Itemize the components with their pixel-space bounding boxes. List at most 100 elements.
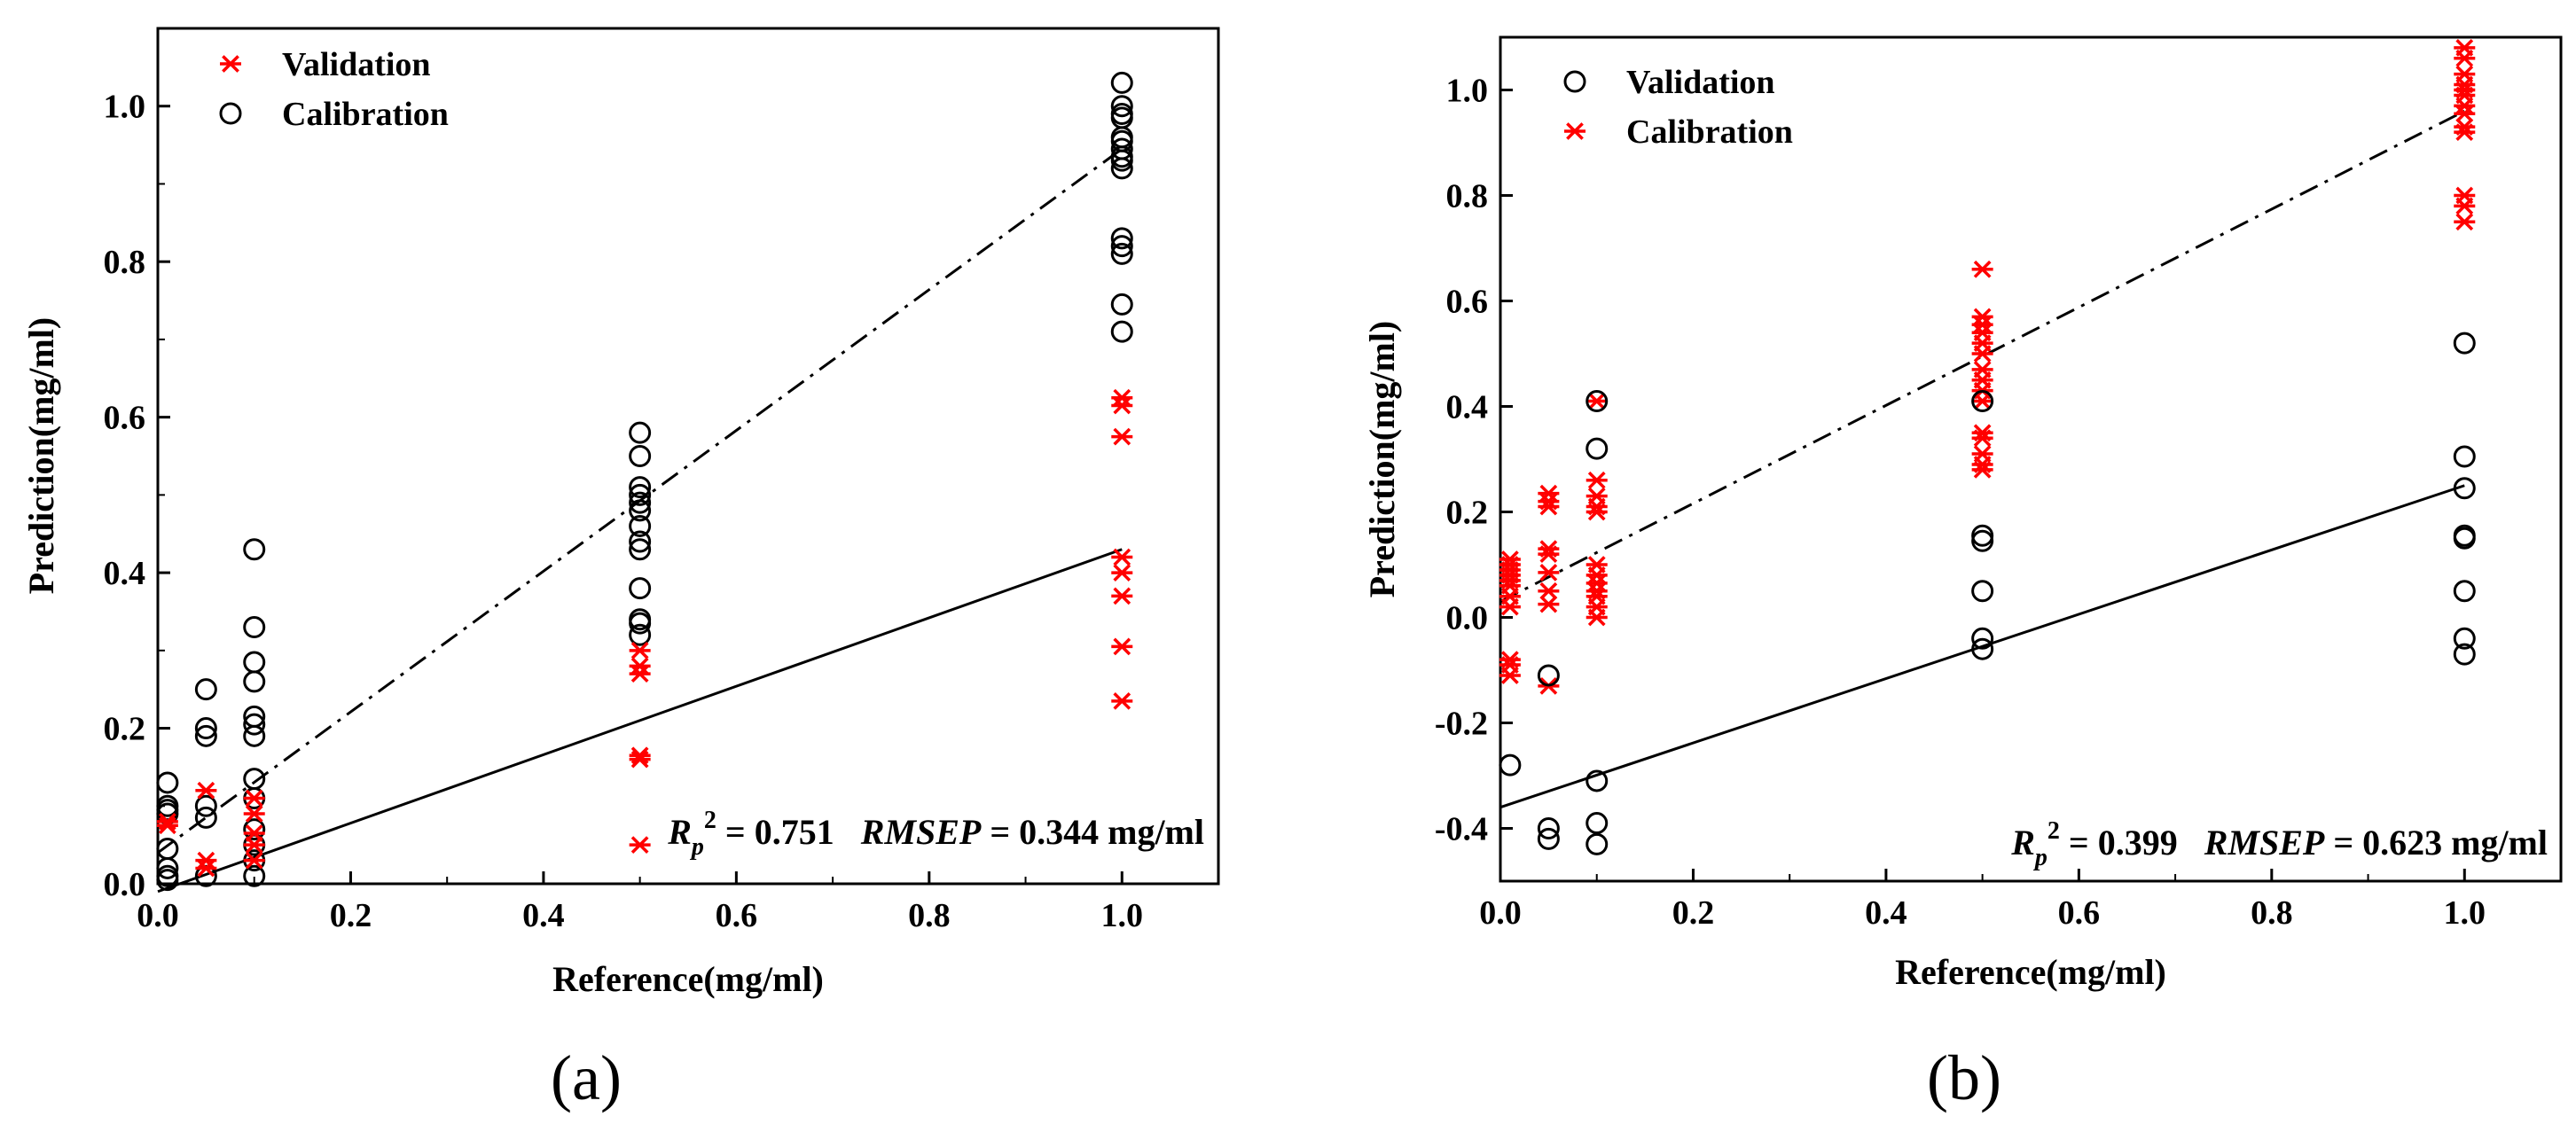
calibration-point-b [1586, 566, 1608, 584]
y-tick-label-a: 1.0 [104, 89, 146, 126]
calibration-point-a [629, 530, 652, 553]
calibration-point-a [243, 818, 266, 841]
calibration-point-a [629, 483, 652, 506]
calibration-point-b [2454, 65, 2476, 83]
validation-point-b [2453, 643, 2476, 666]
validation-point-a [195, 781, 217, 800]
validation-point-b [1586, 769, 1609, 792]
calibration-point-b [1971, 345, 1993, 363]
fit-line-dash-dot-b [1499, 109, 2465, 603]
calibration-point-b [2454, 197, 2476, 215]
y-tick-label-a: 0.6 [104, 400, 146, 437]
calibration-point-b [1538, 595, 1560, 613]
calibration-point-a [243, 713, 266, 736]
calibration-point-a [243, 670, 266, 693]
x-tick-label-b: 0.8 [2251, 894, 2293, 932]
r-sub-b: p [2033, 844, 2047, 871]
fit-line-solid-b [1499, 484, 2465, 809]
y-tick-label-b: 0.8 [1446, 178, 1489, 215]
calibration-point-a [1110, 293, 1133, 316]
calibration-point-b [1586, 556, 1608, 574]
calibration-point-a [1110, 227, 1133, 250]
x-tick-label-b: 0.6 [2058, 894, 2101, 932]
calibration-point-b [1538, 582, 1560, 600]
validation-point-a [1111, 691, 1133, 710]
validation-point-b [1586, 812, 1609, 835]
calibration-point-a [243, 864, 266, 887]
calibration-point-b [1971, 371, 1993, 389]
calibration-point-a [243, 616, 266, 638]
validation-point-b [1586, 437, 1609, 460]
calibration-point-a [1110, 126, 1133, 149]
legend-marker-calibration-a [219, 102, 242, 125]
r-sub-a: p [690, 833, 704, 861]
panel-a: 0.0 0.2 0.4 0.6 0.8 1.0 0.0 0.2 0.4 0.6 0.8 1.0 Val… [21, 27, 1220, 1113]
r-sup-a: 2 [704, 807, 716, 834]
calibration-point-a [629, 577, 652, 600]
validation-point-a [629, 641, 651, 660]
calibration-point-a [156, 771, 179, 794]
ticks-b: 0.0 0.2 0.4 0.6 0.8 1.0 -0.4 -0.2 0.0 0.2 0.4 0.6 0.… [1435, 73, 2562, 932]
validation-point-a [1111, 548, 1133, 566]
x-tick-label-b: 1.0 [2444, 894, 2486, 932]
marks-b [1499, 39, 2476, 855]
calibration-point-b [2454, 186, 2476, 205]
legend-label-validation-b: Validation [1626, 64, 1775, 101]
calibration-point-a [629, 476, 652, 499]
calibration-point-a [243, 724, 266, 747]
y-tick-label-b: -0.4 [1435, 811, 1488, 848]
validation-point-a [243, 789, 265, 808]
r-label-a: R [667, 812, 692, 852]
y-tick-label-b: 0.0 [1446, 600, 1489, 637]
r-label-b: R [2010, 823, 2035, 863]
calibration-point-b [1586, 608, 1608, 627]
r-value-b: = 0.399 [2060, 823, 2178, 863]
calibration-point-b [1971, 461, 1993, 479]
ticks-a: 0.0 0.2 0.4 0.6 0.8 1.0 0.0 0.2 0.4 0.6 0.8 1.0 [104, 27, 1219, 934]
validation-point-b [2453, 527, 2476, 550]
validation-point-b [1537, 817, 1560, 839]
legend-label-validation-a: Validation [282, 46, 431, 83]
validation-point-b [1499, 753, 1522, 777]
validation-point-a [195, 859, 217, 878]
x-tick-label-b: 0.4 [1865, 894, 1907, 932]
calibration-point-b [1971, 360, 1993, 379]
calibration-point-b [2454, 39, 2476, 57]
validation-point-b [1971, 390, 1994, 413]
legend-marker-validation-a [220, 55, 241, 73]
x-tick-label-a: 0.2 [330, 897, 372, 934]
validation-point-a [1111, 427, 1133, 446]
x-tick-label-b: 0.0 [1479, 894, 1522, 932]
calibration-point-a [1110, 71, 1133, 94]
calibration-point-a [194, 806, 217, 829]
calibration-point-b [1971, 445, 1993, 463]
validation-point-b [1537, 664, 1560, 687]
calibration-point-a [243, 651, 266, 674]
calibration-point-a [629, 421, 652, 444]
legend-b: Validation Calibration [1563, 64, 1793, 151]
validation-point-b [2453, 627, 2476, 650]
calibration-point-b [1586, 597, 1608, 616]
calibration-point-b [1586, 487, 1608, 505]
fit-line-solid-a [157, 548, 1123, 894]
legend-marker-validation-b [1563, 70, 1586, 93]
validation-point-a [1111, 564, 1133, 582]
validation-point-b [1971, 627, 1994, 650]
legend-label-calibration-a: Calibration [282, 96, 449, 133]
validation-point-a [156, 816, 178, 835]
calibration-point-b [1971, 308, 1993, 326]
calibration-point-a [1110, 157, 1133, 180]
validation-point-b [2453, 477, 2476, 500]
calibration-point-b [1971, 334, 1993, 352]
rmsep-label-a: RMSEP [860, 812, 982, 852]
calibration-point-b [1499, 597, 1521, 616]
calibration-point-a [194, 794, 217, 817]
validation-point-a [629, 750, 651, 769]
rmsep-value-a: = 0.344 mg/ml [981, 812, 1204, 852]
validation-point-b [1971, 524, 1994, 547]
validation-point-b [1586, 832, 1609, 855]
x-tick-label-a: 0.4 [522, 897, 565, 934]
y-tick-label-a: 0.4 [104, 555, 146, 592]
calibration-point-b [1538, 497, 1560, 516]
